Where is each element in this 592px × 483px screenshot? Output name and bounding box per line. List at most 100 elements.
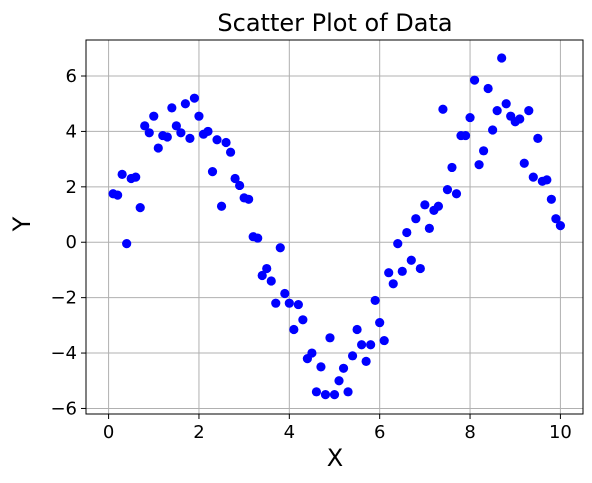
y-tick-label: 4 xyxy=(66,121,77,142)
data-point xyxy=(542,175,552,185)
y-tick-label: −2 xyxy=(50,288,77,309)
x-tick-label: 0 xyxy=(103,422,114,443)
data-point xyxy=(316,362,326,372)
plot-frame xyxy=(85,39,584,415)
y-tick-label: 2 xyxy=(66,177,77,198)
x-tick-label: 4 xyxy=(284,422,295,443)
data-point xyxy=(180,99,190,109)
data-point xyxy=(293,299,303,310)
data-point xyxy=(325,333,335,343)
data-point xyxy=(465,112,475,123)
data-point xyxy=(338,363,349,373)
data-point xyxy=(366,340,376,350)
data-point xyxy=(225,147,236,157)
data-point xyxy=(207,166,218,177)
data-point xyxy=(244,194,254,204)
data-point xyxy=(343,387,353,397)
data-point xyxy=(235,180,245,191)
data-point xyxy=(424,223,434,233)
data-point xyxy=(271,298,281,308)
data-point xyxy=(298,315,308,325)
data-point xyxy=(347,351,358,361)
data-point xyxy=(189,93,200,103)
data-point xyxy=(357,340,367,350)
data-point xyxy=(122,239,132,249)
data-point xyxy=(262,263,272,274)
data-point xyxy=(361,356,371,366)
data-point xyxy=(546,194,556,204)
data-point xyxy=(406,255,416,265)
chart-title: Scatter Plot of Data xyxy=(217,9,452,37)
data-point xyxy=(479,146,489,156)
data-point xyxy=(555,221,566,231)
data-point xyxy=(420,200,430,210)
points-layer xyxy=(108,53,566,400)
data-point xyxy=(329,390,340,400)
data-point xyxy=(393,239,403,249)
data-point xyxy=(370,295,380,306)
data-point xyxy=(411,214,421,224)
data-point xyxy=(533,133,543,143)
data-point xyxy=(230,173,240,184)
data-point xyxy=(117,169,127,179)
data-point xyxy=(492,106,502,116)
data-point xyxy=(167,103,177,113)
data-point xyxy=(153,143,163,153)
data-point xyxy=(194,111,204,121)
data-point xyxy=(149,111,159,121)
data-point xyxy=(519,158,529,168)
data-point xyxy=(488,125,498,135)
data-point xyxy=(388,279,398,289)
data-point xyxy=(460,130,471,141)
data-point xyxy=(524,106,534,116)
data-point xyxy=(447,162,457,173)
data-point xyxy=(140,121,150,131)
data-point xyxy=(551,214,561,224)
data-point xyxy=(185,133,195,143)
data-point xyxy=(451,189,462,199)
data-point xyxy=(212,135,222,145)
data-point xyxy=(144,128,154,138)
data-point xyxy=(284,298,294,308)
data-point xyxy=(352,324,362,335)
data-point xyxy=(171,121,181,131)
data-point xyxy=(433,201,444,211)
data-point xyxy=(515,114,525,124)
y-tick-label: 0 xyxy=(66,232,77,253)
x-tick-label: 6 xyxy=(374,422,385,443)
data-point xyxy=(221,137,231,148)
x-tick-label: 2 xyxy=(193,422,204,443)
grid-layer xyxy=(86,40,583,414)
data-point xyxy=(289,324,299,335)
data-point xyxy=(415,263,425,274)
data-point xyxy=(528,172,538,182)
data-point xyxy=(375,317,385,328)
data-point xyxy=(203,126,213,137)
y-tick-label: −6 xyxy=(50,398,77,419)
y-tick-label: −4 xyxy=(50,343,77,364)
data-point xyxy=(257,270,267,281)
x-tick-label: 8 xyxy=(464,422,475,443)
data-point xyxy=(176,128,186,138)
x-axis-label: X xyxy=(327,444,343,472)
data-point xyxy=(275,243,285,253)
data-point xyxy=(501,99,511,109)
data-point xyxy=(474,160,484,170)
data-point xyxy=(483,83,493,94)
data-point xyxy=(397,266,407,276)
data-point xyxy=(253,233,263,243)
data-point xyxy=(311,387,322,397)
data-point xyxy=(497,53,507,63)
ticks-layer: 0 2 4 6 8 10 −6 −4 −2 0 2 4 6 xyxy=(50,66,571,443)
y-axis-label: Y xyxy=(8,216,36,232)
data-point xyxy=(469,75,480,85)
data-point xyxy=(216,201,227,211)
data-point xyxy=(135,203,145,213)
data-point xyxy=(320,390,331,400)
data-point xyxy=(402,227,412,238)
x-tick-label: 10 xyxy=(549,422,572,443)
y-tick-label: 6 xyxy=(66,66,77,87)
data-point xyxy=(334,376,344,386)
data-point xyxy=(162,132,172,142)
